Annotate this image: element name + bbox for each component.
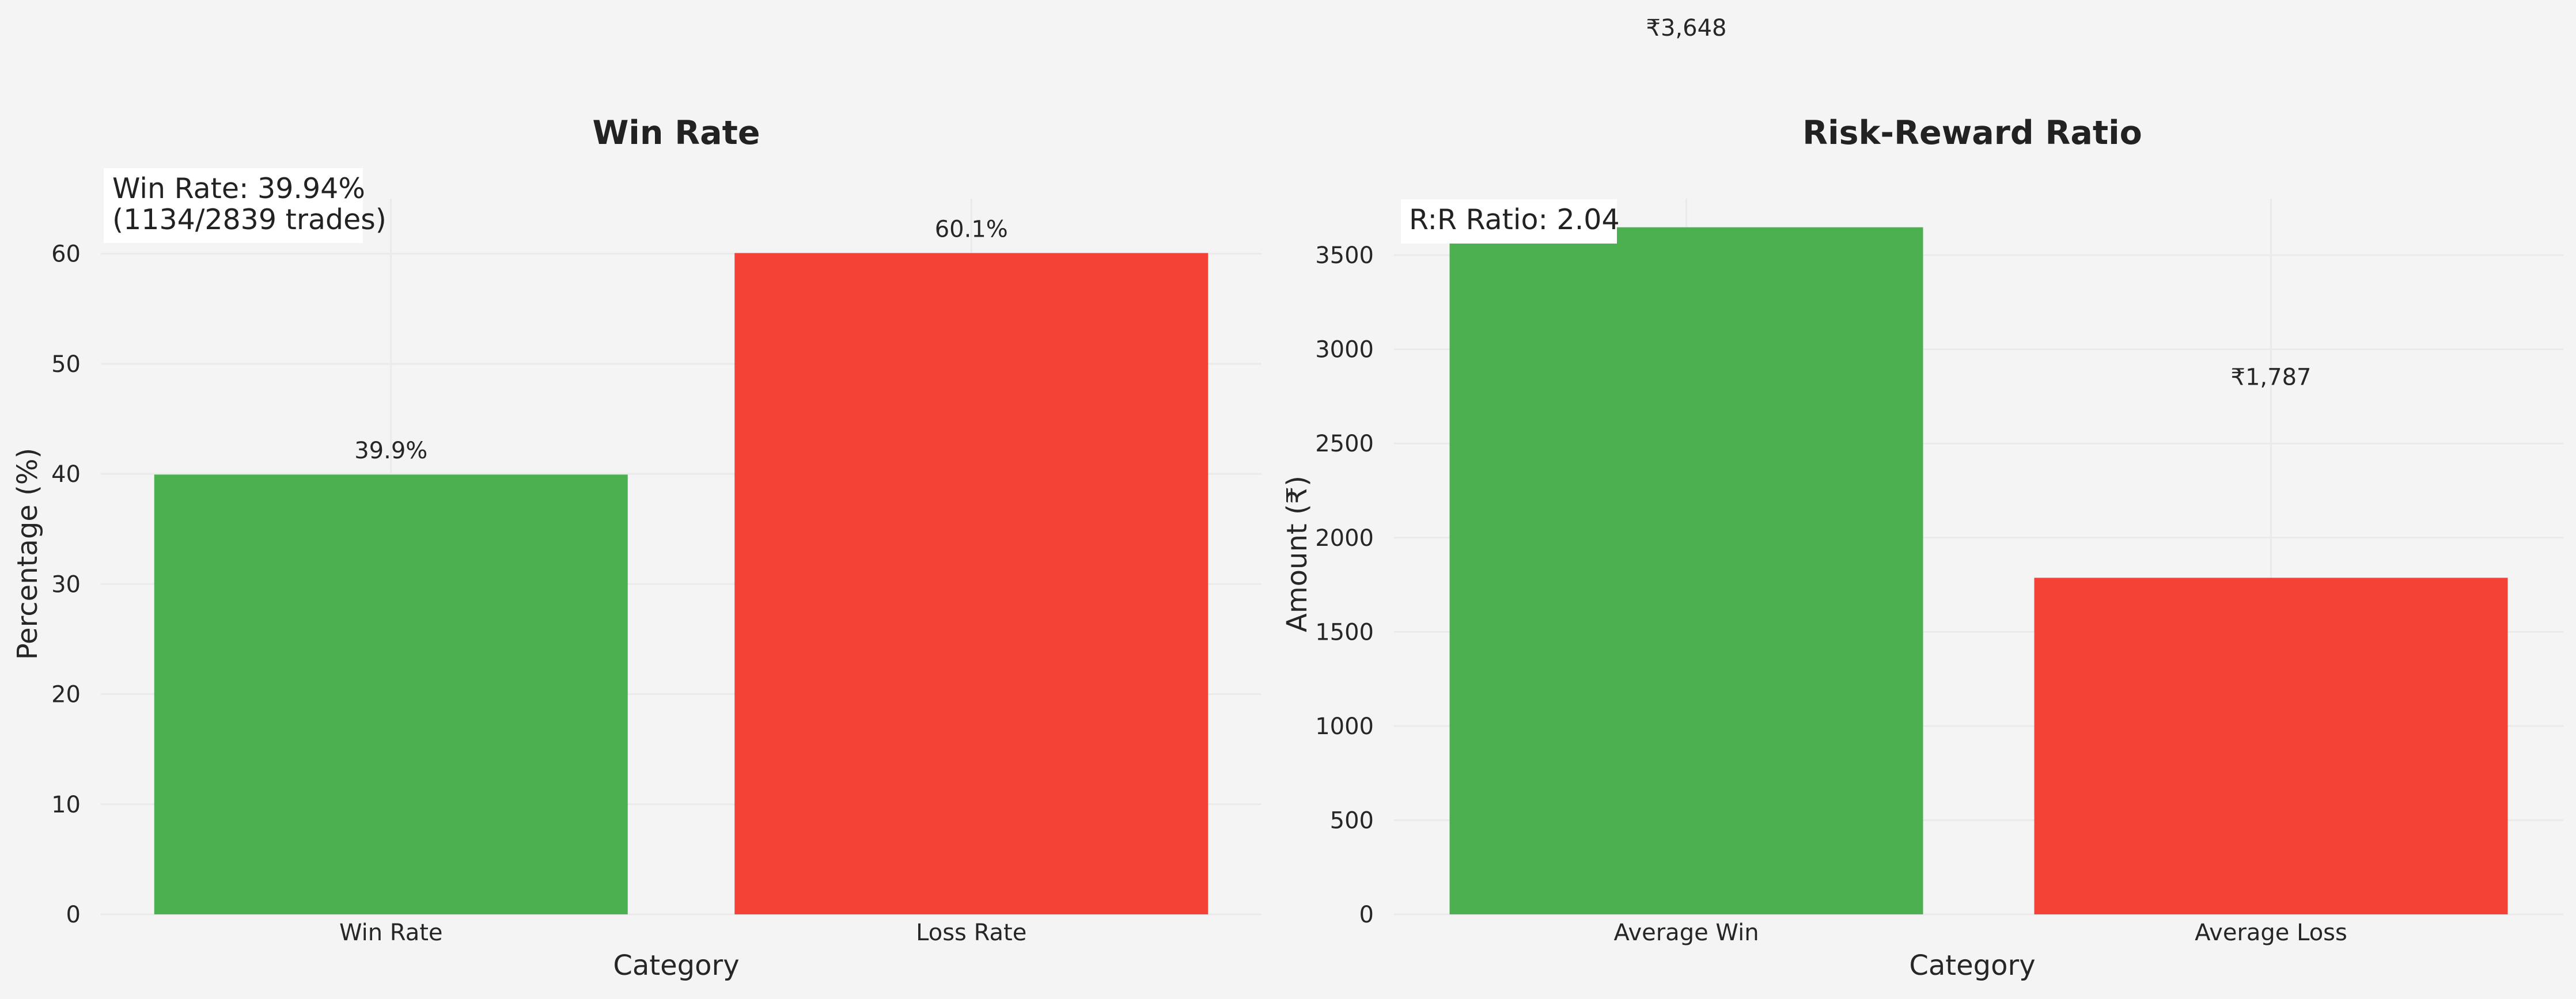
bar	[734, 253, 1209, 914]
y-tick-label: 30	[51, 571, 81, 598]
y-tick-label: 0	[1359, 902, 1374, 928]
x-axis-label: Category	[613, 949, 739, 982]
annotation-line: R:R Ratio: 2.04	[1409, 203, 1620, 236]
y-tick-label: 500	[1330, 807, 1374, 834]
risk-reward-chart: 0 500 1000 1500 2000 2500 3000 3500 Average Win A…	[1281, 15, 2563, 982]
bar	[2034, 578, 2508, 914]
bars	[1449, 227, 2508, 915]
y-tick-label: 3500	[1315, 242, 1374, 269]
chart-title: Win Rate	[592, 114, 760, 152]
y-tick-label: 0	[66, 902, 81, 928]
x-axis-label: Category	[1909, 949, 2035, 982]
x-tick-label: Average Win	[1613, 920, 1759, 946]
tick-labels: 0 10 20 30 40 50 60 Win Rate Loss Rate	[51, 241, 1026, 946]
data-label: 60.1%	[935, 216, 1008, 242]
data-label: ₹3,648	[1646, 15, 1727, 41]
y-tick-label: 60	[51, 241, 81, 268]
data-labels: ₹3,648 ₹1,787	[1646, 15, 2312, 390]
chart-title: Risk-Reward Ratio	[1802, 114, 2142, 152]
annotation-line: (1134/2839 trades)	[112, 203, 387, 236]
y-axis-label: Percentage (%)	[12, 448, 44, 660]
y-tick-label: 1000	[1315, 713, 1374, 740]
data-labels: 39.9% 60.1%	[354, 216, 1008, 464]
y-tick-label: 2500	[1315, 431, 1374, 457]
y-tick-label: 10	[51, 792, 81, 818]
annotation-box: Win Rate: 39.94% (1134/2839 trades)	[104, 168, 387, 243]
x-tick-label: Loss Rate	[916, 920, 1026, 946]
bar	[154, 474, 628, 914]
data-label: 39.9%	[354, 438, 427, 464]
bars	[154, 253, 1209, 914]
y-tick-label: 20	[51, 682, 81, 708]
data-label: ₹1,787	[2231, 364, 2312, 390]
annotation-box: R:R Ratio: 2.04	[1401, 199, 1620, 244]
y-tick-label: 1500	[1315, 619, 1374, 645]
x-tick-label: Win Rate	[339, 920, 443, 946]
y-tick-label: 50	[51, 351, 81, 378]
y-tick-label: 40	[51, 461, 81, 488]
y-axis-label: Amount (₹)	[1281, 476, 1313, 632]
y-tick-label: 2000	[1315, 525, 1374, 552]
tick-labels: 0 500 1000 1500 2000 2500 3000 3500 Average Win A…	[1315, 242, 2347, 946]
win-rate-chart: 0 10 20 30 40 50 60 Win Rate Loss Rate 39.9% 60.1…	[12, 114, 1262, 982]
annotation-line: Win Rate: 39.94%	[112, 172, 365, 205]
bar	[1449, 227, 1923, 915]
y-tick-label: 3000	[1315, 337, 1374, 363]
x-tick-label: Average Loss	[2195, 920, 2347, 946]
